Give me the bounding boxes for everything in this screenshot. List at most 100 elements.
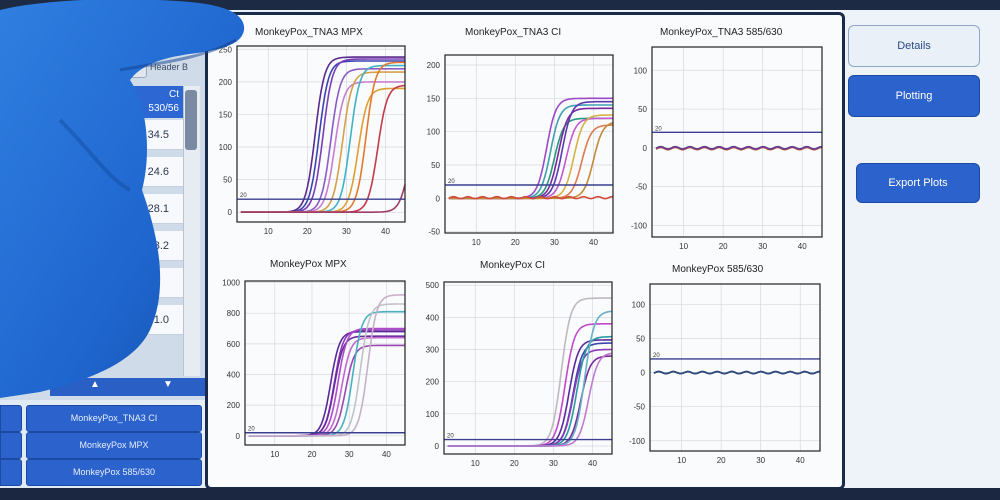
export-plots-button[interactable]: Export Plots <box>856 163 980 203</box>
side-stub-button-1[interactable] <box>0 405 22 432</box>
y-tick-label: 0 <box>236 432 241 441</box>
y-tick-label: 100 <box>219 143 233 152</box>
x-tick-label: 30 <box>549 459 558 468</box>
details-button[interactable]: Details <box>848 25 980 67</box>
ct-value-cell[interactable]: 34.5 <box>115 120 183 150</box>
y-tick-label: 600 <box>227 340 241 349</box>
amplification-plot[interactable]: 10 20 30 40 -100 -50 0 50 100 20 <box>629 283 821 465</box>
y-tick-label: 500 <box>426 281 440 290</box>
y-tick-label: 50 <box>431 161 440 170</box>
y-tick-label: 250 <box>219 45 233 54</box>
x-tick-label: 30 <box>342 227 351 236</box>
ct-header-text: Ct 530/56 <box>148 89 179 114</box>
x-tick-label: 20 <box>511 238 520 247</box>
table-scroll-thumb[interactable] <box>185 90 197 150</box>
amplification-plot[interactable]: 10 20 30 40 -100 -50 0 50 100 20 <box>631 46 823 251</box>
amplification-curve <box>448 124 613 200</box>
side-stub-button-2[interactable] <box>0 432 22 459</box>
threshold-label: 20 <box>240 193 247 199</box>
y-tick-label: 200 <box>426 378 440 387</box>
plot-frame <box>443 281 613 455</box>
y-tick-label: 100 <box>426 410 440 419</box>
plotting-button[interactable]: Plotting <box>848 75 980 117</box>
plot-title: MonkeyPox MPX <box>270 259 347 270</box>
amplification-curve <box>448 117 613 200</box>
y-tick-label: 100 <box>427 128 441 137</box>
target-button-mpx[interactable]: MonkeyPox MPX <box>26 432 202 459</box>
threshold-label: 20 <box>248 427 255 433</box>
column-toggle[interactable] <box>123 60 147 78</box>
amplification-curve <box>248 294 405 437</box>
y-tick-label: 400 <box>426 313 440 322</box>
amplification-curve <box>448 100 613 200</box>
y-tick-label: 200 <box>427 61 441 70</box>
x-tick-label: 20 <box>308 450 317 459</box>
side-stub-button-3[interactable] <box>0 459 22 486</box>
x-tick-label: 40 <box>588 459 597 468</box>
amplification-curve <box>448 122 614 200</box>
amplification-plot[interactable]: 10 20 30 40 0 50 100 150 200 250 20 <box>219 45 406 236</box>
x-tick-label: 40 <box>798 242 807 251</box>
amplification-curve <box>653 370 821 375</box>
y-tick-label: -50 <box>633 403 645 412</box>
x-tick-label: 40 <box>382 450 391 459</box>
amplification-plot[interactable]: 10 20 30 40 -50 0 50 100 150 200 20 <box>427 54 614 247</box>
threshold-label: 20 <box>447 434 454 440</box>
y-tick-label: -100 <box>629 437 646 446</box>
threshold-label: 20 <box>653 353 660 359</box>
scroll-arrow-bar <box>50 378 205 396</box>
ct-value-cell[interactable]: 28.2 <box>115 231 183 261</box>
x-tick-label: 20 <box>510 459 519 468</box>
plot-title: MonkeyPox_TNA3 585/630 <box>660 27 783 38</box>
x-tick-label: 30 <box>756 456 765 465</box>
x-tick-label: 10 <box>471 459 480 468</box>
target-button-585-630[interactable]: MonkeyPox 585/630 <box>26 459 202 486</box>
y-tick-label: 800 <box>227 309 241 318</box>
plot-frame <box>651 46 823 238</box>
amplification-curve <box>248 335 405 437</box>
scroll-up-arrow[interactable]: ▲ <box>90 379 100 390</box>
x-tick-label: 10 <box>270 450 279 459</box>
ct-value-cell[interactable]: 24.6 <box>115 157 183 187</box>
x-tick-label: 20 <box>717 456 726 465</box>
y-tick-label: -50 <box>428 228 440 237</box>
target-button-tna3-ci[interactable]: MonkeyPox_TNA3 CI <box>26 405 202 432</box>
plot-title: MonkeyPox 585/630 <box>672 264 764 275</box>
threshold-label: 20 <box>655 126 662 132</box>
x-tick-label: 30 <box>345 450 354 459</box>
amplification-curve <box>448 114 613 200</box>
x-tick-label: 10 <box>677 456 686 465</box>
screen-bezel-bottom <box>0 488 1000 500</box>
plot-frame <box>649 283 821 452</box>
amplification-curve <box>448 195 614 200</box>
amplification-curve <box>447 355 612 447</box>
ct-value-cell[interactable]: -1.0 <box>115 305 183 335</box>
scroll-down-arrow[interactable]: ▼ <box>163 379 173 390</box>
ct-value-cell[interactable] <box>115 268 183 298</box>
x-tick-label: 20 <box>303 227 312 236</box>
screen-bezel-top <box>0 0 1000 10</box>
amplification-curve <box>447 310 613 447</box>
y-tick-label: 0 <box>435 442 440 451</box>
ct-column-header[interactable]: Ct 530/56 <box>115 86 183 118</box>
amplification-curve <box>448 97 613 200</box>
y-tick-label: 150 <box>427 94 441 103</box>
y-tick-label: 0 <box>643 144 648 153</box>
y-tick-label: 100 <box>634 66 648 75</box>
y-tick-label: 0 <box>436 194 441 203</box>
amplification-curve <box>240 184 406 213</box>
ct-value-cell[interactable]: 28.1 <box>115 194 183 224</box>
x-tick-label: 30 <box>550 238 559 247</box>
plot-title: MonkeyPox_TNA3 MPX <box>255 27 363 38</box>
y-tick-label: 100 <box>632 300 646 309</box>
y-tick-label: 300 <box>426 346 440 355</box>
y-tick-label: 200 <box>227 401 241 410</box>
y-tick-label: -50 <box>635 183 647 192</box>
y-tick-label: 200 <box>219 78 233 87</box>
threshold-label: 20 <box>448 179 455 185</box>
y-tick-label: 150 <box>219 110 233 119</box>
x-tick-label: 10 <box>264 227 273 236</box>
plot-frame <box>244 280 406 446</box>
